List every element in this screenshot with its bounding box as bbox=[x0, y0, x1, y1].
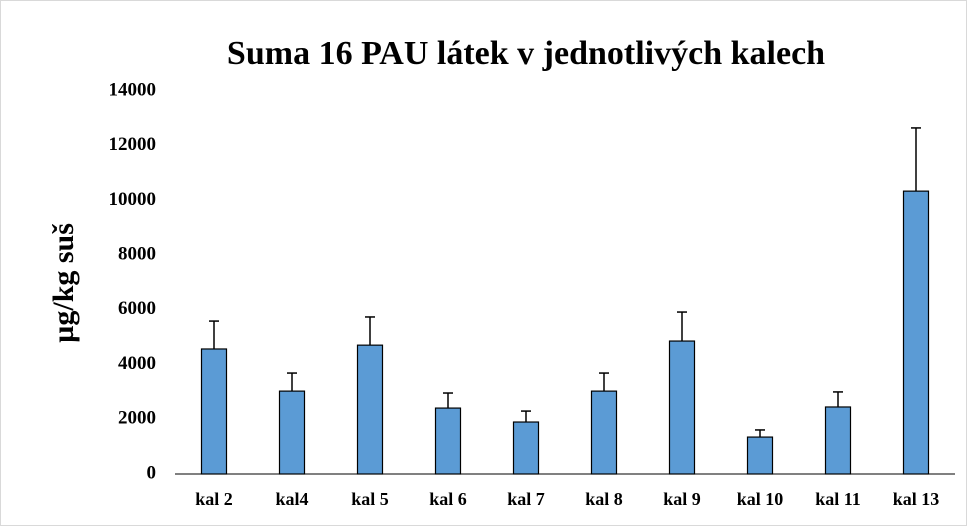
bar bbox=[512, 421, 540, 475]
x-tick-label: kal 5 bbox=[351, 489, 389, 509]
y-tick-label: 4000 bbox=[118, 353, 156, 374]
x-tick-label: kal 8 bbox=[585, 489, 623, 509]
bar bbox=[200, 348, 228, 475]
x-tick-label: kal4 bbox=[275, 489, 308, 509]
bar bbox=[668, 340, 696, 475]
x-tick-label: kal 13 bbox=[893, 489, 940, 509]
bar bbox=[434, 407, 462, 475]
y-tick-label: 14000 bbox=[109, 79, 157, 100]
bar bbox=[746, 436, 774, 475]
y-tick-label: 0 bbox=[147, 462, 157, 483]
bar bbox=[356, 344, 384, 475]
bar bbox=[824, 406, 852, 475]
x-tick-label: kal 7 bbox=[507, 489, 545, 509]
y-axis-label: µg/kg suš bbox=[47, 223, 80, 343]
bar bbox=[902, 190, 930, 475]
x-tick-label: kal 11 bbox=[815, 489, 861, 509]
x-tick-label: kal 9 bbox=[663, 489, 701, 509]
y-tick-label: 8000 bbox=[118, 244, 156, 265]
x-tick-label: kal 2 bbox=[195, 489, 233, 509]
y-tick-label: 2000 bbox=[118, 408, 156, 429]
y-tick-label: 12000 bbox=[109, 134, 157, 155]
y-tick-label: 6000 bbox=[118, 298, 156, 319]
bar bbox=[278, 390, 306, 475]
chart-title: Suma 16 PAU látek v jednotlivých kalech bbox=[227, 35, 825, 72]
y-tick-label: 10000 bbox=[109, 189, 157, 210]
x-tick-label: kal 10 bbox=[737, 489, 784, 509]
bar bbox=[590, 390, 618, 475]
x-tick-label: kal 6 bbox=[429, 489, 467, 509]
